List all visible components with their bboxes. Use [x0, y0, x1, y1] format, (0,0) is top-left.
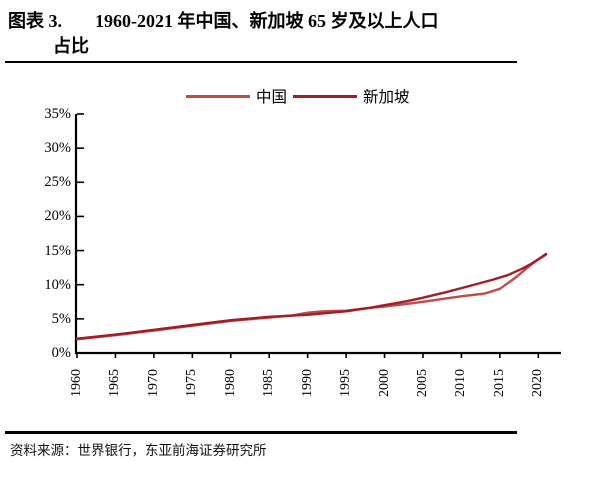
x-tick-label: 2005 [414, 369, 430, 397]
china-line-swatch [186, 94, 250, 98]
legend-label-china: 中国 [256, 89, 288, 106]
y-tick-label: 0% [51, 345, 71, 361]
y-tick-label: 5% [51, 310, 71, 327]
chart-legend: 中国 新加坡 [186, 85, 410, 107]
x-tick-label: 2020 [530, 369, 546, 397]
y-tick-label: 10% [44, 276, 71, 293]
source-note: 资料来源：世界银行，东亚前海证券研究所 [10, 443, 267, 458]
x-tick-label: 1960 [69, 369, 84, 397]
x-tick-label: 1995 [338, 369, 354, 397]
y-tick-label: 30% [44, 140, 71, 157]
x-tick-label: 2000 [376, 369, 392, 397]
x-tick-label: 1990 [299, 369, 315, 397]
legend-item-singapore: 新加坡 [293, 85, 410, 107]
title-divider [5, 61, 517, 63]
figure-title-line2: 占比 [53, 36, 89, 56]
singapore-line-swatch [293, 94, 358, 98]
singapore-line [75, 252, 548, 340]
x-tick-label: 1985 [261, 369, 277, 397]
y-tick-label: 15% [44, 242, 71, 259]
china-line [75, 253, 548, 341]
figure-title: 图表 3. 1960-2021 年中国、新加坡 65 岁及以上人口 [8, 9, 439, 34]
y-tick-label: 25% [44, 174, 71, 191]
x-tick-label: 2010 [453, 369, 469, 397]
axis-spines [74, 114, 561, 355]
footer-divider [5, 431, 517, 434]
y-tick-label: 35% [44, 106, 71, 122]
figure-title-text: 1960-2021 年中国、新加坡 65 岁及以上人口 [95, 11, 439, 31]
figure-number: 图表 3. [8, 11, 62, 31]
x-tick-label: 1965 [107, 369, 123, 397]
x-tick-label: 1970 [145, 369, 161, 397]
x-tick-label: 1975 [184, 369, 200, 397]
y-tick-label: 20% [44, 208, 71, 225]
x-tick-label: 2015 [491, 369, 507, 397]
legend-item-china: 中国 [186, 85, 287, 107]
x-tick-label: 1980 [222, 369, 238, 397]
legend-label-singapore: 新加坡 [363, 89, 410, 106]
